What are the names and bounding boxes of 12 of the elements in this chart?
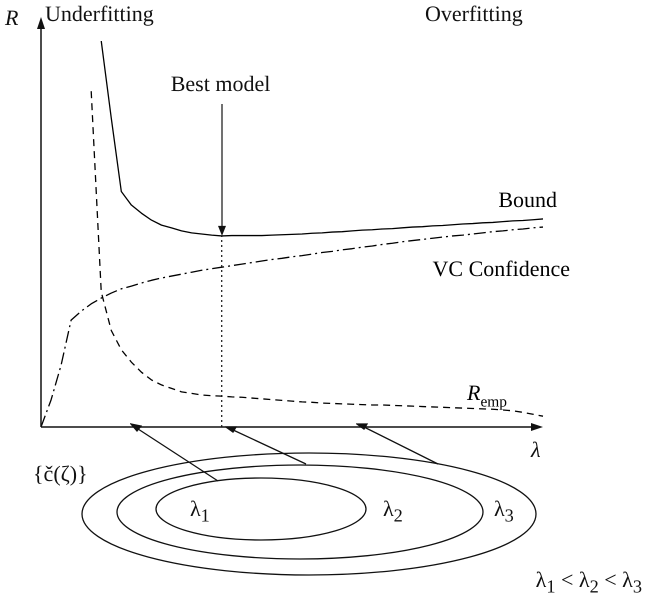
series-label: VC Confidence — [432, 256, 570, 281]
text: Overfitting — [425, 1, 523, 26]
series-label: Bound — [498, 187, 558, 212]
text: λ$_{1}$ < λ$_{2}$ < λ$_{3}$ — [536, 567, 642, 598]
text: λ$_{2}$ — [383, 496, 403, 528]
text: Underfitting — [45, 1, 154, 26]
text: λ$_{1}$ — [190, 496, 210, 528]
text: λ$_{3}$ — [494, 496, 514, 528]
y-axis-title: R — [4, 5, 19, 30]
annotation: Best model — [170, 71, 270, 96]
x-axis-title: λ — [530, 437, 541, 462]
text: {č(ζ)} — [33, 461, 88, 486]
